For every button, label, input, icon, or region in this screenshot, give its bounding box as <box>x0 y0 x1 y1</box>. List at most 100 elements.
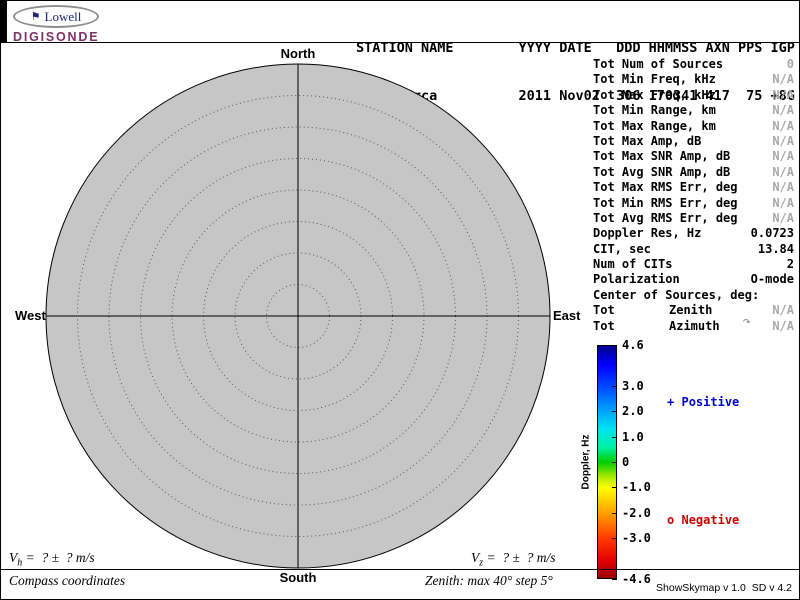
colorbar-tick-label: 1.0 <box>622 429 644 444</box>
stat-row: Tot Num of Sources 0 <box>593 57 794 72</box>
stat-row: Tot Max Freq, kHz N/A <box>593 88 794 103</box>
stats-panel: Tot Num of Sources 0 Tot Min Freq, kHz N/A T… <box>593 57 794 334</box>
stat-value: N/A <box>772 318 794 333</box>
logo-product-text: DIGISONDE <box>13 30 100 44</box>
colorbar-tick-label: 3.0 <box>622 378 644 393</box>
lowell-logo-oval: ⚑ Lowell <box>13 5 99 28</box>
colorbar-tick-mark <box>612 579 617 580</box>
stat-value: N/A <box>772 118 794 133</box>
vz-symbol: V <box>471 550 480 565</box>
stat-label: Tot <box>593 303 615 318</box>
negative-doppler-legend: o Negative <box>667 513 739 527</box>
stat-label: CIT, sec <box>593 241 651 256</box>
stat-row: Tot Max Range, km N/A <box>593 119 794 134</box>
stat-value: N/A <box>772 133 794 148</box>
stat-row: Tot Azimuth ↷ N/A <box>593 317 794 334</box>
station-header-columns: STATION NAME YYYY DATE DDD HHMMSS AXN PP… <box>356 40 795 56</box>
colorbar-axis-label: Doppler, Hz <box>580 434 592 490</box>
stat-row: Tot Avg SNR Amp, dB N/A <box>593 165 794 180</box>
positive-legend-label: Positive <box>681 395 740 409</box>
stat-label: Num of CITs <box>593 257 673 272</box>
compass-label-north: North <box>280 46 316 61</box>
flag-icon: ⚑ <box>30 10 41 23</box>
skymap-plot <box>45 63 551 569</box>
stat-row: Tot Min RMS Err, deg N/A <box>593 196 794 211</box>
stat-row: Tot Avg RMS Err, deg N/A <box>593 211 794 226</box>
stat-value: N/A <box>772 149 794 164</box>
stat-row: Doppler Res, Hz 0.0723 <box>593 226 794 241</box>
coordinate-system-label: Compass coordinates <box>9 573 126 588</box>
stat-value: 13.84 <box>757 241 794 256</box>
stat-value: 0.0723 <box>750 226 794 241</box>
stat-label: Tot Min RMS Err, deg <box>593 195 738 210</box>
stat-row: Tot Max Amp, dB N/A <box>593 134 794 149</box>
vz-subscript: z <box>479 557 484 569</box>
stat-row: Tot Min Range, km N/A <box>593 103 794 118</box>
stat-value: N/A <box>772 303 794 318</box>
colorbar-tick-label: -4.6 <box>622 572 651 586</box>
vh-subscript: h <box>17 557 23 569</box>
stat-value: N/A <box>772 103 794 118</box>
stat-value: N/A <box>772 195 794 210</box>
stat-label: Center of Sources, deg: <box>593 287 760 302</box>
stat-sublabel: Zenith <box>669 303 713 318</box>
positive-doppler-legend: + Positive <box>667 395 739 409</box>
stat-label: Tot Max Freq, kHz <box>593 87 716 102</box>
stat-label: Tot Num of Sources <box>593 57 724 71</box>
stat-value: N/A <box>772 72 794 87</box>
stat-label: Tot <box>593 318 615 333</box>
stat-value: 2 <box>786 257 794 272</box>
plus-marker-icon: + <box>667 395 675 409</box>
azimuth-curl-icon: ↷ <box>743 317 751 328</box>
stat-value: N/A <box>772 87 794 102</box>
stat-label: Polarization <box>593 272 680 287</box>
footer-divider <box>1 569 799 570</box>
logo-brand-text: Lowell <box>44 8 82 24</box>
colorbar-tick-label: -3.0 <box>622 531 651 546</box>
stat-value: N/A <box>772 210 794 225</box>
app-version-label: ShowSkymap v 1.0 SD v 4.2 <box>656 582 792 594</box>
colorbar-tick-label: 4.6 <box>622 338 644 352</box>
horizontal-velocity-readout: Vh = ? ± ? m/s <box>9 550 95 569</box>
colorbar-tick-label: -2.0 <box>622 505 651 520</box>
stat-label: Tot Max Amp, dB <box>593 133 702 148</box>
vz-value: = ? ± ? m/s <box>483 550 556 565</box>
vertical-velocity-readout: Vz = ? ± ? m/s <box>471 550 556 569</box>
colorbar-tick-label: -1.0 <box>622 480 651 495</box>
stat-value: N/A <box>772 180 794 195</box>
colorbar-tick-label: 0 <box>622 455 630 469</box>
stat-row: Tot Max RMS Err, deg N/A <box>593 180 794 195</box>
zenith-scale-label: Zenith: max 40° step 5° <box>425 573 553 588</box>
stat-row: Tot Min Freq, kHz N/A <box>593 72 794 87</box>
station-header: STATION NAME YYYY DATE DDD HHMMSS AXN PP… <box>356 8 795 136</box>
negative-legend-label: Negative <box>681 513 740 527</box>
compass-label-east: East <box>553 308 581 323</box>
stat-label: Doppler Res, Hz <box>593 226 702 241</box>
stat-label: Tot Avg SNR Amp, dB <box>593 164 731 179</box>
stat-label: Tot Max RMS Err, deg <box>593 180 738 195</box>
colorbar <box>597 345 617 579</box>
stat-row: Center of Sources, deg: <box>593 288 794 303</box>
circle-marker-icon: o <box>667 513 675 527</box>
compass-label-west: West <box>15 308 46 323</box>
stat-value: O-mode <box>750 272 794 287</box>
stat-row: CIT, sec 13.84 <box>593 242 794 257</box>
colorbar-tick-label: 2.0 <box>622 404 644 419</box>
stat-label: Tot Min Range, km <box>593 103 716 118</box>
stat-label: Tot Min Freq, kHz <box>593 72 716 87</box>
stat-row: Tot Max SNR Amp, dB N/A <box>593 149 794 164</box>
stat-sublabel: Azimuth <box>669 318 720 333</box>
stat-row: Num of CITs 2 <box>593 257 794 272</box>
vh-symbol: V <box>9 550 18 565</box>
stat-row: Tot Zenith N/A <box>593 303 794 318</box>
stat-label: Tot Max SNR Amp, dB <box>593 149 731 164</box>
stat-label: Tot Max Range, km <box>593 118 716 133</box>
lowell-digisonde-logo: ⚑ Lowell DIGISONDE <box>13 5 99 44</box>
stat-value: N/A <box>772 164 794 179</box>
compass-label-south: South <box>276 570 320 585</box>
vh-value: = ? ± ? m/s <box>22 550 95 565</box>
header-divider <box>1 42 799 43</box>
stat-label: Tot Avg RMS Err, deg <box>593 210 738 225</box>
header-left-bar <box>1 1 7 42</box>
